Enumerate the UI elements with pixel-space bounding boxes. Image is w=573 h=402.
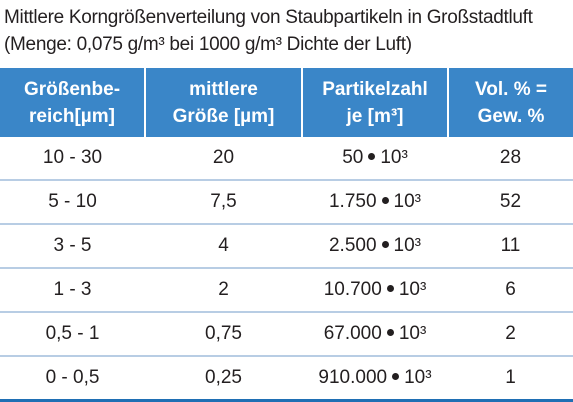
caption-subtitle: (Menge: 0,075 g/m³ bei 1000 g/m³ Dichte …	[4, 34, 412, 55]
particle-distribution-table: Größenbe- reich[µm] mittlere Größe [µm] …	[0, 68, 573, 402]
particle-count-exponent: 10³	[380, 147, 408, 168]
particle-count-base: 50	[342, 147, 364, 168]
particle-count-base: 67.000	[323, 323, 382, 344]
header-particle-count-line2: je [m³]	[346, 105, 404, 127]
header-particle-count: Partikelzahl je [m³]	[302, 68, 449, 137]
table-row: 10 - 30 20 50 10³ 28	[0, 137, 573, 181]
particle-count-exponent: 10³	[393, 235, 421, 256]
header-size-range-line1: Größenbe-	[23, 78, 121, 100]
cell-particle-count: 2.500 10³	[302, 224, 448, 269]
particle-count-base: 910.000	[318, 367, 388, 388]
table-row: 1 - 3 2 10.700 10³ 6	[0, 268, 573, 313]
size-range-value: 1 - 3	[53, 279, 92, 300]
table-row: 3 - 5 4 2.500 10³ 11	[0, 224, 573, 269]
cell-size-range: 10 - 30	[0, 137, 145, 181]
particle-count-base: 10.700	[323, 279, 382, 300]
cell-volume-percent: 2	[448, 312, 573, 357]
particle-count-base: 2.500	[328, 235, 377, 256]
volume-percent-value: 11	[500, 235, 521, 256]
cell-volume-percent: 6	[448, 268, 573, 313]
bullet-multiply-icon	[392, 373, 400, 381]
volume-percent-value: 6	[505, 279, 516, 300]
bullet-multiply-icon	[381, 197, 389, 205]
particle-count-exponent: 10³	[393, 191, 421, 212]
header-row: Größenbe- reich[µm] mittlere Größe [µm] …	[0, 68, 573, 137]
table-row: 0 - 0,5 0,25 910.000 10³ 1	[0, 356, 573, 402]
header-mean-size: mittlere Größe [µm]	[145, 68, 303, 137]
cell-volume-percent: 1	[448, 356, 573, 402]
header-volume-percent-line1: Vol. % =	[475, 78, 547, 100]
table-body: 10 - 30 20 50 10³ 28 5 - 10 7,5 1.750 10³ …	[0, 137, 573, 402]
cell-volume-percent: 28	[448, 137, 573, 181]
size-range-value: 0,5 - 1	[45, 323, 100, 344]
table-header: Größenbe- reich[µm] mittlere Größe [µm] …	[0, 68, 573, 137]
cell-volume-percent: 11	[448, 224, 573, 269]
particle-count-exponent: 10³	[398, 323, 427, 344]
header-volume-percent-line2: Gew. %	[477, 105, 545, 127]
size-range-value: 3 - 5	[53, 235, 92, 256]
cell-size-range: 3 - 5	[0, 224, 145, 269]
cell-mean-size: 20	[145, 137, 302, 181]
particle-count-base: 1.750	[328, 191, 377, 212]
cell-volume-percent: 52	[448, 180, 573, 225]
mean-size-value: 20	[212, 147, 235, 168]
cell-mean-size: 7,5	[145, 180, 302, 225]
size-range-value: 0 - 0,5	[45, 367, 100, 388]
cell-mean-size: 2	[145, 268, 302, 313]
cell-particle-count: 10.700 10³	[302, 268, 448, 313]
mean-size-value: 0,75	[205, 323, 242, 344]
cell-size-range: 0 - 0,5	[0, 356, 145, 402]
header-volume-percent: Vol. % = Gew. %	[448, 68, 573, 137]
caption-title: Mittlere Korngrößenverteilung von Staubp…	[4, 7, 533, 28]
mean-size-value: 0,25	[205, 367, 242, 388]
mean-size-value: 4	[218, 235, 229, 256]
volume-percent-value: 52	[499, 191, 522, 212]
volume-percent-value: 2	[505, 323, 516, 344]
particle-count-exponent: 10³	[404, 367, 432, 388]
header-mean-size-line2: Größe [µm]	[172, 105, 275, 127]
bullet-multiply-icon	[386, 329, 394, 337]
table-row: 0,5 - 1 0,75 67.000 10³ 2	[0, 312, 573, 357]
size-range-value: 5 - 10	[48, 191, 97, 212]
cell-size-range: 5 - 10	[0, 180, 145, 225]
cell-size-range: 0,5 - 1	[0, 312, 145, 357]
cell-size-range: 1 - 3	[0, 268, 145, 313]
cell-particle-count: 910.000 10³	[302, 356, 448, 402]
header-mean-size-line1: mittlere	[189, 78, 258, 100]
volume-percent-value: 1	[505, 367, 516, 388]
volume-percent-value: 28	[499, 147, 522, 168]
mean-size-value: 7,5	[210, 191, 237, 212]
mean-size-value: 2	[218, 279, 229, 300]
bullet-multiply-icon	[368, 153, 376, 161]
cell-mean-size: 0,75	[145, 312, 302, 357]
header-particle-count-line1: Partikelzahl	[322, 78, 428, 100]
cell-mean-size: 0,25	[145, 356, 302, 402]
bullet-multiply-icon	[386, 285, 394, 293]
header-size-range: Größenbe- reich[µm]	[0, 68, 146, 137]
header-size-range-line2: reich[µm]	[29, 105, 115, 127]
size-range-value: 10 - 30	[42, 147, 103, 168]
cell-mean-size: 4	[145, 224, 302, 269]
cell-particle-count: 50 10³	[302, 137, 448, 181]
cell-particle-count: 67.000 10³	[302, 312, 448, 357]
table-row: 5 - 10 7,5 1.750 10³ 52	[0, 180, 573, 225]
particle-count-exponent: 10³	[398, 279, 427, 300]
cell-particle-count: 1.750 10³	[302, 180, 448, 225]
bullet-multiply-icon	[381, 241, 389, 249]
table-caption: Mittlere Korngrößenverteilung von Staubp…	[4, 4, 570, 58]
